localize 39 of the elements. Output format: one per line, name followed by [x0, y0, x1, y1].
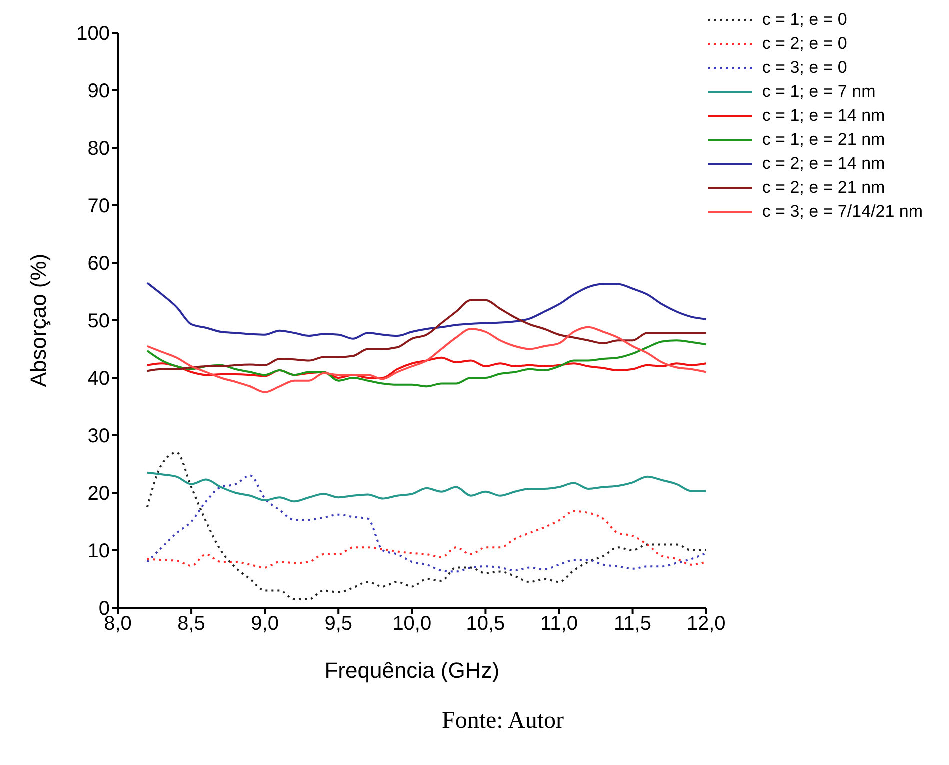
y-tick-label: 50 [88, 310, 110, 333]
y-tick-label: 70 [88, 196, 110, 218]
x-tick-label: 12,0 [686, 613, 726, 636]
line-series [146, 282, 706, 340]
legend-label: c = 2; e = 14 nm [762, 154, 886, 174]
line-series [146, 452, 706, 600]
y-tick-label: 10 [88, 540, 110, 563]
legend-label: c = 1; e = 14 nm [762, 106, 886, 126]
line-series [146, 356, 706, 379]
y-axis-title: Absorçao (%) [26, 254, 51, 388]
legend-label: c = 1; e = 21 nm [762, 130, 886, 150]
line-series [146, 326, 706, 394]
line-series [146, 299, 706, 372]
legend-label: c = 3; e = 0 [762, 58, 848, 78]
line-series [146, 474, 706, 573]
legend-label: c = 2; e = 21 nm [762, 178, 886, 198]
x-tick-label: 9,5 [324, 613, 353, 636]
line-series [146, 340, 706, 388]
y-tick-label: 40 [88, 368, 110, 390]
x-axis-title: Frequência (GHz) [324, 658, 500, 683]
x-tick-label: 11,5 [614, 613, 652, 636]
legend-label: c = 2; e = 0 [762, 34, 848, 54]
y-tick-label: 60 [88, 253, 110, 276]
line-series [146, 510, 706, 569]
y-tick-label: 30 [88, 426, 110, 448]
legend-label: c = 1; e = 0 [762, 10, 848, 30]
y-tick-label: 100 [76, 23, 110, 46]
x-tick-label: 10,0 [392, 613, 432, 636]
x-tick-label: 8,5 [178, 613, 206, 636]
legend-label: c = 3; e = 7/14/21 nm [762, 202, 923, 222]
x-tick-label: 11,0 [540, 613, 578, 636]
y-tick-label: 20 [88, 483, 110, 506]
x-tick-label: 9,0 [251, 613, 279, 636]
x-tick-label: 10,5 [466, 613, 506, 636]
source-note: Fonte: Autor [440, 708, 565, 735]
line-series [146, 472, 706, 503]
legend-label: c = 1; e = 7 nm [762, 82, 876, 102]
y-tick-label: 80 [88, 138, 110, 160]
y-tick-label: 90 [88, 80, 110, 103]
